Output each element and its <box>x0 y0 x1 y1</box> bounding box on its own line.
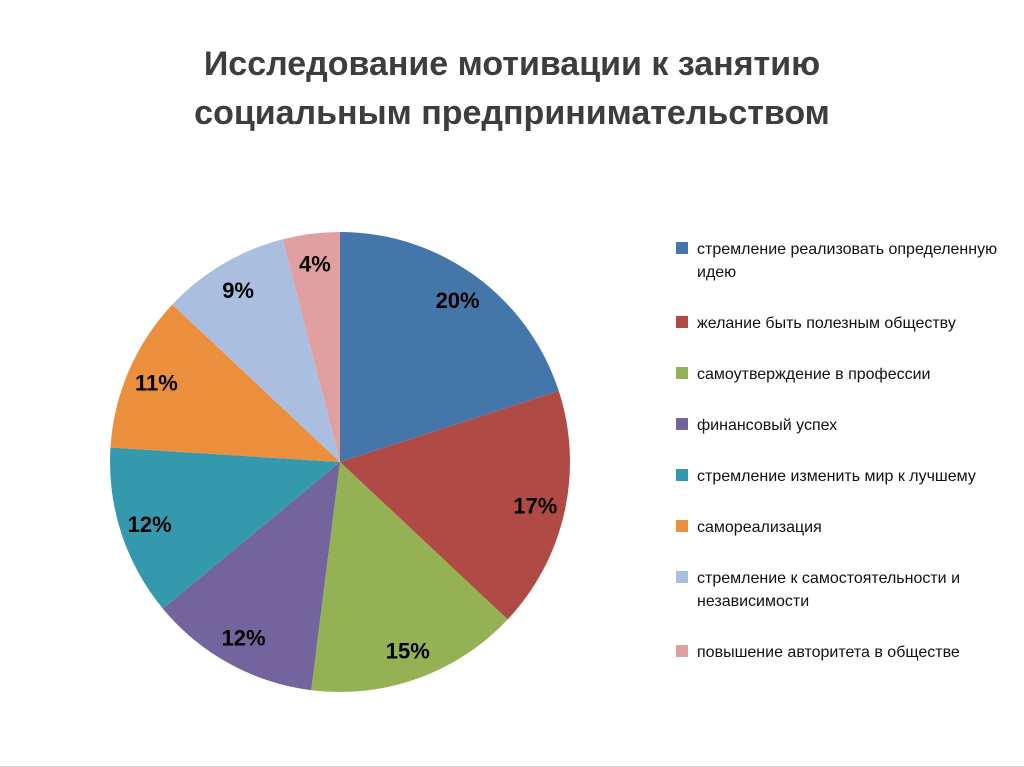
legend-item-2: желание быть полезным обществу <box>676 312 1006 335</box>
legend-item-1: стремление реализовать определенную идею <box>676 238 1006 284</box>
pie-data-label: 9% <box>222 278 254 303</box>
chart-title: Исследование мотивации к занятию социаль… <box>194 45 830 133</box>
legend-label: стремление к самостоятельности и независ… <box>697 570 960 610</box>
pie-data-label: 11% <box>135 371 178 396</box>
pie-data-label: 17% <box>513 494 557 519</box>
pie-slice-1 <box>340 232 559 462</box>
legend-item-5: стремление изменить мир к лучшему <box>676 465 1006 488</box>
pie-data-label: 12% <box>222 625 266 650</box>
legend-label: повышение авторитета в обществе <box>697 644 960 661</box>
pie-data-label: 15% <box>386 638 430 663</box>
legend-swatch <box>676 316 688 328</box>
pie-data-label: 20% <box>436 288 480 313</box>
pie-slice-3 <box>311 462 508 693</box>
legend-label: стремление изменить мир к лучшему <box>697 468 976 485</box>
pie-slice-2 <box>340 390 570 620</box>
pie-slice-7 <box>172 239 340 462</box>
legend-label: стремление реализовать определенную идею <box>697 241 998 281</box>
legend-swatch <box>676 520 688 532</box>
pie-slice-6 <box>110 304 340 462</box>
legend-item-3: самоутверждение в профессии <box>676 363 1006 386</box>
legend-swatch <box>676 418 688 430</box>
legend-label: финансовый успех <box>697 417 838 434</box>
pie-slice-8 <box>282 232 340 462</box>
legend-label: самореализация <box>697 519 822 536</box>
legend-swatch <box>676 571 688 583</box>
legend-item-4: финансовый успех <box>676 414 1006 437</box>
pie-data-label: 12% <box>128 512 172 537</box>
legend-swatch <box>676 645 688 657</box>
legend-item-7: стремление к самостоятельности и независ… <box>676 567 1006 613</box>
legend-label: желание быть полезным обществу <box>697 315 956 332</box>
pie-data-label: 4% <box>299 252 331 277</box>
legend-label: самоутверждение в профессии <box>697 366 931 383</box>
legend-swatch <box>676 469 688 481</box>
legend: стремление реализовать определенную идею… <box>676 238 1006 692</box>
pie-slice-5 <box>109 447 340 609</box>
pie-slice-4 <box>162 462 340 691</box>
legend-item-8: повышение авторитета в обществе <box>676 641 1006 664</box>
pie-chart: 20% 17% 15% 12% 12% 11% 9% 4% <box>109 232 570 693</box>
legend-swatch <box>676 242 688 254</box>
legend-item-6: самореализация <box>676 516 1006 539</box>
legend-swatch <box>676 367 688 379</box>
